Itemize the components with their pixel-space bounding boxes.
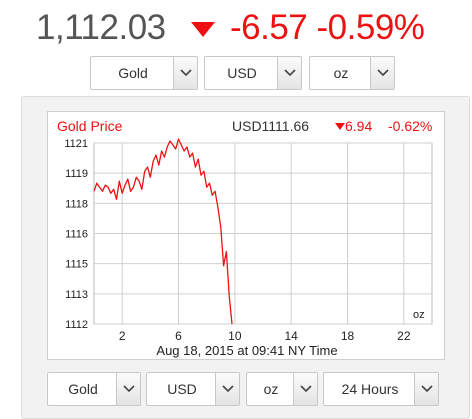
down-triangle-icon bbox=[335, 123, 345, 130]
metal-select[interactable]: Gold bbox=[90, 56, 198, 90]
chevron-down-icon[interactable] bbox=[215, 373, 239, 405]
y-axis-ticks: 1112 1113 1115 1116 1118 1119 1121 bbox=[64, 138, 88, 331]
current-price: 1,112.03 bbox=[36, 8, 166, 47]
chart-header-change-pct: -0.62% bbox=[388, 118, 432, 134]
unit-select-value: oz bbox=[333, 65, 349, 81]
y-tick-label: 1119 bbox=[65, 168, 88, 180]
x-tick-label: 10 bbox=[228, 329, 242, 343]
time-range-select[interactable]: 24 Hours bbox=[323, 372, 439, 406]
y-tick-label: 1116 bbox=[65, 229, 88, 241]
x-tick-label: 6 bbox=[175, 329, 182, 343]
unit-label: oz bbox=[413, 309, 425, 321]
chevron-down-icon[interactable] bbox=[370, 57, 394, 89]
chevron-down-icon[interactable] bbox=[414, 373, 438, 405]
chart-header-price: USD1111.66 bbox=[232, 118, 309, 134]
metal-select-value: Gold bbox=[118, 65, 148, 81]
chevron-down-icon[interactable] bbox=[277, 57, 301, 89]
chevron-down-icon[interactable] bbox=[116, 373, 140, 405]
price-ticker: 1,112.03 -6.57 -0.59% bbox=[0, 8, 472, 48]
y-tick-label: 1121 bbox=[64, 138, 88, 150]
chart-grid bbox=[93, 142, 433, 325]
time-range-select-value: 24 Hours bbox=[341, 381, 399, 397]
chart-title: Gold Price bbox=[57, 118, 123, 134]
x-tick-label: 14 bbox=[284, 329, 298, 343]
x-tick-label: 18 bbox=[341, 329, 355, 343]
bottom-metal-select-value: Gold bbox=[68, 381, 98, 397]
gold-price-chart: 1112 1113 1115 1116 1118 1119 1121 2 6 10 14 18 22 … bbox=[47, 111, 445, 360]
y-tick-label: 1115 bbox=[65, 259, 88, 271]
bottom-metal-select[interactable]: Gold bbox=[47, 372, 141, 406]
x-tick-label: 22 bbox=[397, 329, 411, 343]
change-percent: -0.59% bbox=[316, 8, 425, 47]
x-tick-label: 2 bbox=[119, 329, 126, 343]
chevron-down-icon[interactable] bbox=[293, 373, 317, 405]
chart-header-change: 6.94 bbox=[345, 118, 372, 134]
y-tick-label: 1112 bbox=[65, 319, 88, 331]
chart-timestamp: Aug 18, 2015 at 09:41 NY Time bbox=[156, 343, 337, 358]
chevron-down-icon[interactable] bbox=[173, 57, 197, 89]
currency-select-value: USD bbox=[227, 65, 257, 81]
bottom-currency-select-value: USD bbox=[167, 381, 197, 397]
change-value: -6.57 bbox=[230, 8, 308, 47]
unit-select[interactable]: oz bbox=[309, 56, 395, 90]
price-change: -6.57 -0.59% bbox=[230, 8, 425, 48]
bottom-unit-select-value: oz bbox=[263, 381, 279, 397]
x-axis-ticks: 2 6 10 14 18 22 bbox=[119, 329, 411, 343]
price-series bbox=[93, 138, 233, 325]
series-line bbox=[93, 138, 233, 325]
down-triangle-icon bbox=[191, 22, 215, 37]
y-tick-label: 1113 bbox=[65, 289, 88, 301]
bottom-currency-select[interactable]: USD bbox=[146, 372, 240, 406]
currency-select[interactable]: USD bbox=[204, 56, 302, 90]
bottom-unit-select[interactable]: oz bbox=[246, 372, 318, 406]
y-tick-label: 1118 bbox=[65, 198, 88, 210]
